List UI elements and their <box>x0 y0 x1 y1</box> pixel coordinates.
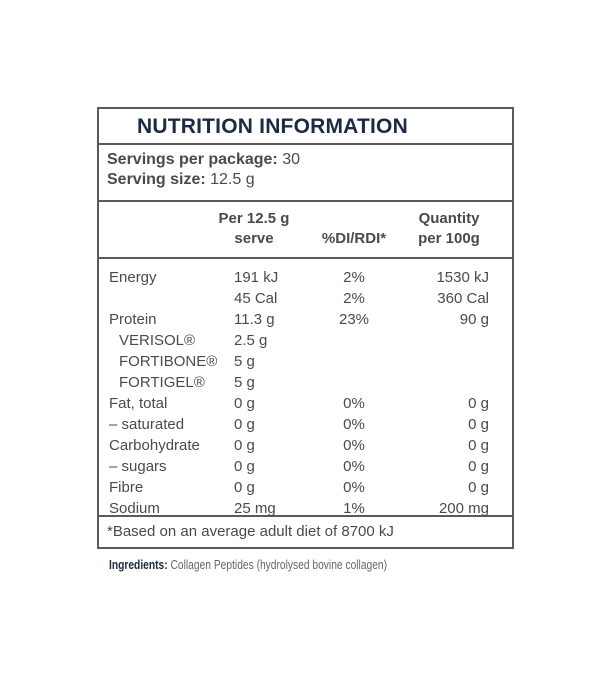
per-100g-value: 0 g <box>468 395 489 412</box>
ingredients: Ingredients: Collagen Peptides (hydrolys… <box>109 558 388 572</box>
per-serve-value: 45 Cal <box>234 290 278 307</box>
per-100g-value: 90 g <box>459 311 489 328</box>
per-serve-value: 0 g <box>234 416 255 433</box>
nutrient-name: VERISOL® <box>119 332 196 349</box>
table-row: Fibre 0 g 0% 0 g <box>99 479 512 500</box>
di-value: 0% <box>343 416 365 433</box>
header-per-serve: Per 12.5 g serve <box>218 210 290 247</box>
nutrition-panel: NUTRITION INFORMATION Servings per packa… <box>97 107 514 549</box>
table-row: Fat, total 0 g 0% 0 g <box>99 395 512 416</box>
serving-size: Serving size: 12.5 g <box>107 171 255 188</box>
nutrient-name: Protein <box>109 311 157 328</box>
per-100g-value: 0 g <box>468 458 489 475</box>
di-value: 0% <box>343 458 365 475</box>
di-value: 23% <box>338 311 370 328</box>
header-per-100g: Quantity per 100g <box>418 210 480 247</box>
title-section: NUTRITION INFORMATION <box>99 109 512 145</box>
di-value: 2% <box>343 269 365 286</box>
per-100g-value: 1530 kJ <box>436 269 489 286</box>
servings-per-package: Servings per package: 30 <box>107 151 300 168</box>
di-value: 0% <box>343 479 365 496</box>
per-serve-value: 11.3 g <box>234 311 275 328</box>
per-serve-value: 0 g <box>234 437 255 454</box>
panel-title: NUTRITION INFORMATION <box>137 115 408 138</box>
nutrient-name: Carbohydrate <box>109 437 200 454</box>
nutrient-name: Fat, total <box>109 395 168 412</box>
di-value: 2% <box>343 290 365 307</box>
nutrient-name: FORTIBONE® <box>119 353 218 370</box>
column-headers: Per 12.5 g serve %DI/RDI* Quantity per 100… <box>99 202 512 259</box>
table-row: Carbohydrate 0 g 0% 0 g <box>99 437 512 458</box>
per-serve-value: 0 g <box>234 395 255 412</box>
di-value: 0% <box>343 437 365 454</box>
nutrient-rows: Energy 191 kJ 2% 1530 kJ 45 Cal 2% 360 Cal Prot… <box>99 259 512 517</box>
per-serve-value: 191 kJ <box>234 269 279 286</box>
per-100g-value: 360 Cal <box>437 290 489 307</box>
di-value: 1% <box>343 500 365 517</box>
per-serve-value: 0 g <box>234 458 255 475</box>
nutrient-name: Fibre <box>109 479 144 496</box>
table-row: Protein 11.3 g 23% 90 g <box>99 311 512 332</box>
per-100g-value: 0 g <box>468 437 489 454</box>
nutrient-name: Energy <box>109 269 157 286</box>
nutrient-name: – saturated <box>109 416 185 433</box>
table-row: Energy 191 kJ 2% 1530 kJ <box>99 269 512 290</box>
per-serve-value: 5 g <box>234 374 255 391</box>
footnote: *Based on an average adult diet of 8700 … <box>107 523 394 540</box>
table-row: Sodium 25 mg 1% 200 mg <box>99 500 512 521</box>
di-value: 0% <box>343 395 365 412</box>
table-row: – saturated 0 g 0% 0 g <box>99 416 512 437</box>
per-100g-value: 0 g <box>468 416 489 433</box>
per-100g-value: 200 mg <box>438 500 489 517</box>
table-row: FORTIBONE® 5 g <box>99 353 512 374</box>
nutrient-name: Sodium <box>109 500 160 517</box>
per-serve-value: 2.5 g <box>234 332 268 349</box>
per-serve-value: 25 mg <box>234 500 276 517</box>
header-di: %DI/RDI* <box>321 230 387 247</box>
table-row: – sugars 0 g 0% 0 g <box>99 458 512 479</box>
nutrient-name: – sugars <box>109 458 167 475</box>
table-row: 45 Cal 2% 360 Cal <box>99 290 512 311</box>
table-row: FORTIGEL® 5 g <box>99 374 512 395</box>
per-100g-value: 0 g <box>468 479 489 496</box>
nutrient-name: FORTIGEL® <box>119 374 205 391</box>
servings-section: Servings per package: 30 Serving size: 1… <box>99 145 512 202</box>
per-serve-value: 5 g <box>234 353 255 370</box>
table-row: VERISOL® 2.5 g <box>99 332 512 353</box>
per-serve-value: 0 g <box>234 479 255 496</box>
footnote-section: *Based on an average adult diet of 8700 … <box>99 517 512 547</box>
